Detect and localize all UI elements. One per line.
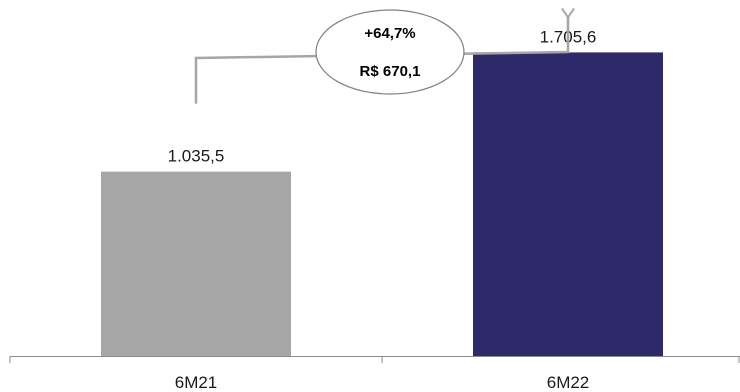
x-tick-labels: 6M21 6M22 [175,373,590,392]
absolute-change-label: R$ 670,1 [360,63,421,80]
value-label-6m21: 1.035,5 [168,147,225,166]
x-tick-label-6m22: 6M22 [547,373,590,392]
x-axis-ticks [9,356,740,363]
bar-6m21 [101,171,291,356]
bar-6m22 [473,52,663,356]
change-ellipse [315,9,465,95]
percent-change-label: +64,7% [364,25,415,42]
x-tick-label-6m21: 6M21 [175,373,218,392]
bars-layer [101,52,663,356]
arrowhead-icon [561,7,575,20]
change-annotation: +64,7% R$ 670,1 [194,7,575,104]
